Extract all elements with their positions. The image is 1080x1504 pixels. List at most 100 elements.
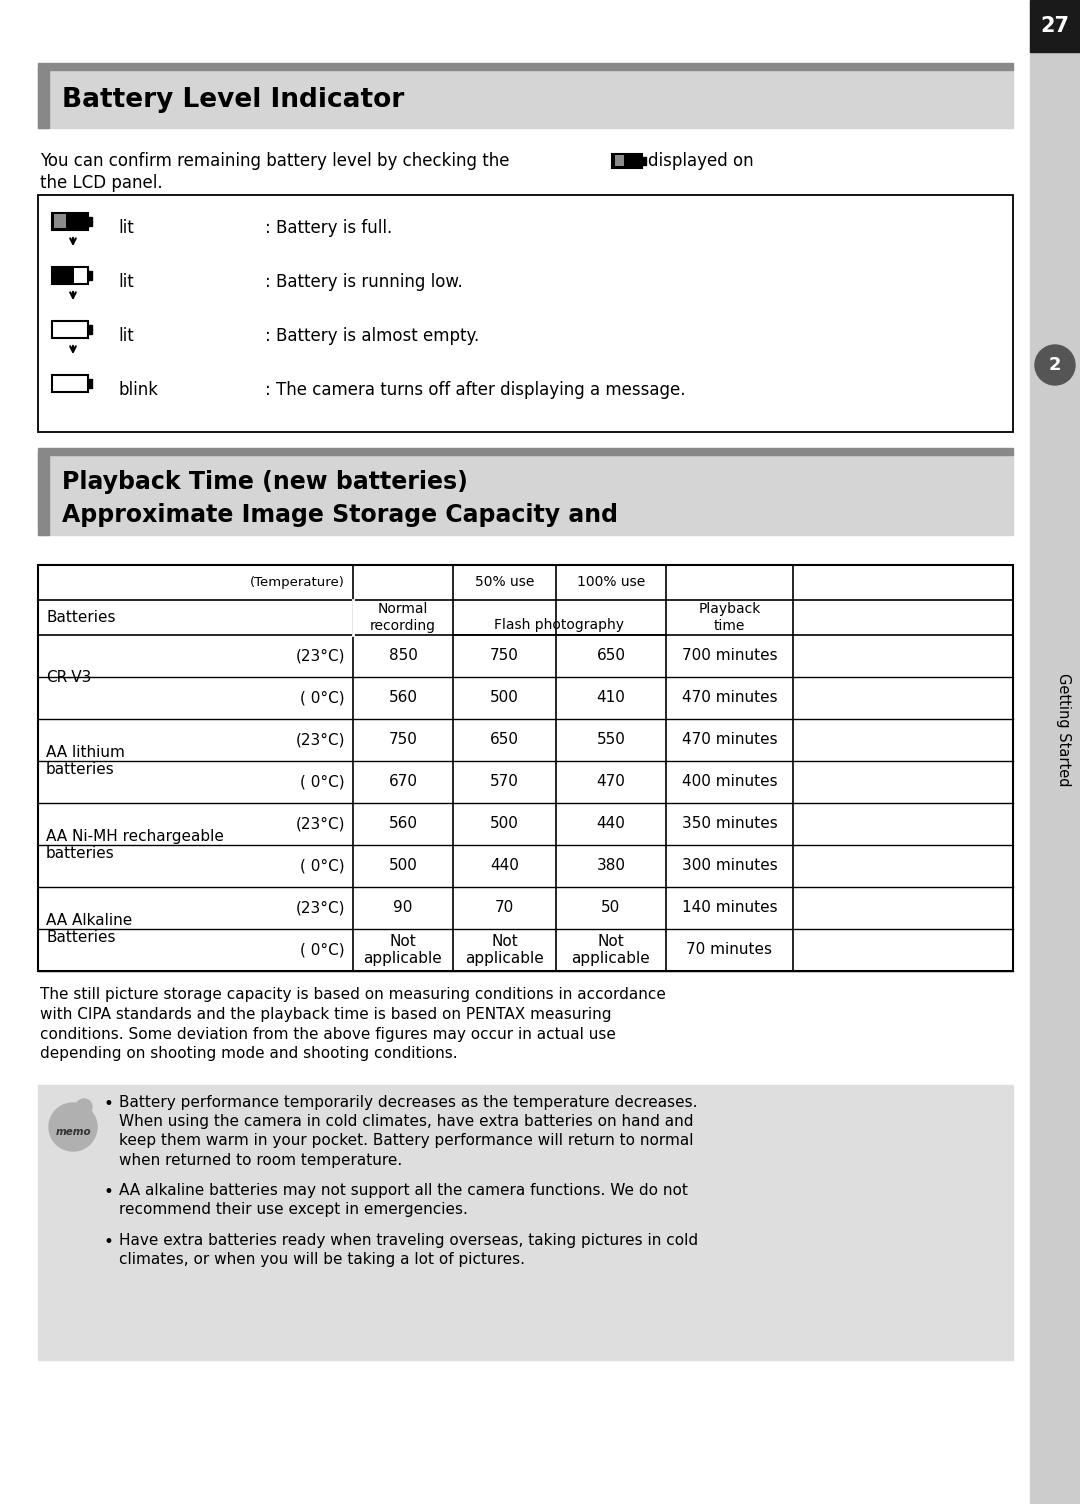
Bar — [615, 155, 624, 165]
Text: You can confirm remaining battery level by checking the: You can confirm remaining battery level … — [40, 152, 510, 170]
Bar — [38, 448, 1013, 456]
Text: Not
applicable: Not applicable — [364, 934, 443, 966]
Text: Battery Level Indicator: Battery Level Indicator — [62, 87, 404, 113]
Bar — [38, 566, 1013, 972]
Text: 560: 560 — [389, 817, 418, 832]
Bar — [87, 217, 92, 226]
Text: AA alkaline batteries may not support all the camera functions. We do not
recomm: AA alkaline batteries may not support al… — [119, 1184, 688, 1217]
Bar — [38, 453, 49, 535]
Text: Normal
recording: Normal recording — [370, 603, 436, 633]
Text: 90: 90 — [393, 901, 413, 916]
Text: lit: lit — [118, 274, 134, 290]
Text: : Battery is almost empty.: : Battery is almost empty. — [265, 326, 480, 344]
Bar — [1030, 0, 1080, 53]
Text: 2: 2 — [1049, 356, 1062, 374]
Text: lit: lit — [118, 220, 134, 238]
Text: blink: blink — [118, 381, 158, 399]
Text: 500: 500 — [490, 690, 518, 705]
Circle shape — [76, 1099, 92, 1114]
Text: ( 0°C): ( 0°C) — [300, 690, 345, 705]
Text: 670: 670 — [389, 775, 418, 790]
Text: 470 minutes: 470 minutes — [681, 690, 778, 705]
Bar — [38, 68, 49, 128]
Text: •: • — [103, 1233, 113, 1251]
Bar — [642, 156, 646, 165]
Circle shape — [1035, 344, 1075, 385]
Bar — [87, 325, 92, 334]
Text: ( 0°C): ( 0°C) — [300, 943, 345, 958]
Text: 700 minutes: 700 minutes — [681, 648, 778, 663]
Text: 560: 560 — [389, 690, 418, 705]
Text: Not
applicable: Not applicable — [571, 934, 650, 966]
Text: : The camera turns off after displaying a message.: : The camera turns off after displaying … — [265, 381, 686, 399]
Text: 470: 470 — [596, 775, 625, 790]
Text: 440: 440 — [596, 817, 625, 832]
Circle shape — [49, 1102, 97, 1151]
Text: 470 minutes: 470 minutes — [681, 732, 778, 747]
Bar — [52, 268, 87, 284]
Text: 300 minutes: 300 minutes — [681, 859, 778, 874]
Text: 50: 50 — [602, 901, 621, 916]
Text: AA Alkaline
Batteries: AA Alkaline Batteries — [46, 913, 132, 945]
Text: 50% use: 50% use — [475, 576, 535, 590]
Text: 650: 650 — [596, 648, 625, 663]
Text: ( 0°C): ( 0°C) — [300, 859, 345, 874]
Text: 440: 440 — [490, 859, 518, 874]
Text: 500: 500 — [490, 817, 518, 832]
Text: the LCD panel.: the LCD panel. — [40, 174, 163, 193]
Bar — [38, 1084, 1013, 1360]
Text: (23°C): (23°C) — [296, 732, 345, 747]
Text: Playback Time (new batteries): Playback Time (new batteries) — [62, 469, 468, 493]
Text: Battery performance temporarily decreases as the temperature decreases.
When usi: Battery performance temporarily decrease… — [119, 1095, 698, 1167]
Text: The still picture storage capacity is based on measuring conditions in accordanc: The still picture storage capacity is ba… — [40, 987, 666, 1062]
Text: 400 minutes: 400 minutes — [681, 775, 778, 790]
Text: ( 0°C): ( 0°C) — [300, 775, 345, 790]
Bar — [52, 374, 87, 393]
Text: 850: 850 — [389, 648, 418, 663]
Text: 750: 750 — [389, 732, 418, 747]
Text: 100% use: 100% use — [577, 576, 645, 590]
Text: displayed on: displayed on — [648, 152, 754, 170]
Text: Batteries: Batteries — [46, 611, 116, 626]
Bar — [38, 68, 1013, 128]
Text: 410: 410 — [596, 690, 625, 705]
Bar — [52, 214, 87, 230]
Bar — [38, 600, 1013, 635]
Bar — [38, 566, 1013, 600]
Bar — [612, 153, 642, 168]
Text: (23°C): (23°C) — [296, 901, 345, 916]
Bar — [38, 453, 1013, 535]
Text: (23°C): (23°C) — [296, 817, 345, 832]
Text: CR-V3: CR-V3 — [46, 669, 92, 684]
Text: : Battery is running low.: : Battery is running low. — [265, 274, 462, 290]
Bar — [53, 268, 75, 283]
Bar — [38, 196, 1013, 432]
Text: •: • — [103, 1095, 113, 1113]
Text: AA lithium
batteries: AA lithium batteries — [46, 744, 125, 778]
Text: (23°C): (23°C) — [296, 648, 345, 663]
Bar — [1030, 0, 1080, 1504]
Bar — [54, 214, 66, 229]
Text: Approximate Image Storage Capacity and: Approximate Image Storage Capacity and — [62, 502, 618, 526]
Bar — [38, 63, 1013, 71]
Text: Getting Started: Getting Started — [1055, 674, 1070, 787]
Text: 27: 27 — [1040, 17, 1069, 36]
Bar — [52, 320, 87, 338]
Text: Playback
time: Playback time — [699, 603, 760, 633]
Text: : Battery is full.: : Battery is full. — [265, 220, 392, 238]
Text: 380: 380 — [596, 859, 625, 874]
Text: AA Ni-MH rechargeable
batteries: AA Ni-MH rechargeable batteries — [46, 829, 224, 862]
Text: 550: 550 — [596, 732, 625, 747]
Text: 70 minutes: 70 minutes — [687, 943, 772, 958]
Text: (Temperature): (Temperature) — [251, 576, 345, 590]
Text: 570: 570 — [490, 775, 518, 790]
Text: memo: memo — [55, 1126, 91, 1137]
Text: Have extra batteries ready when traveling overseas, taking pictures in cold
clim: Have extra batteries ready when travelin… — [119, 1233, 698, 1268]
Text: Not
applicable: Not applicable — [465, 934, 544, 966]
Bar — [87, 271, 92, 280]
Text: 500: 500 — [389, 859, 418, 874]
Text: lit: lit — [118, 326, 134, 344]
Text: 140 minutes: 140 minutes — [681, 901, 778, 916]
Bar — [87, 379, 92, 388]
Text: 750: 750 — [490, 648, 518, 663]
